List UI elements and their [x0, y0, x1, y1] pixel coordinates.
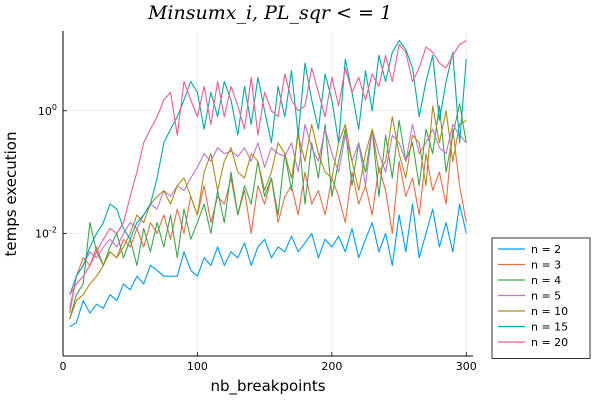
legend-label: n = 4 — [531, 274, 561, 287]
x-axis-label: nb_breakpoints — [210, 377, 325, 396]
series-line-n-4 — [69, 103, 467, 320]
series-line-n-5 — [69, 123, 467, 309]
series-line-n-15 — [69, 39, 467, 295]
x-tick-label: 100 — [187, 360, 208, 373]
axes: 0 100 200 300 10-2 100 — [35, 31, 477, 373]
y-axis-label: temps execution — [2, 132, 20, 257]
legend-label: n = 2 — [531, 243, 561, 256]
legend-label: n = 20 — [531, 336, 568, 349]
x-tick-label: 0 — [60, 360, 67, 373]
y-tick-label: 100 — [38, 103, 57, 118]
legend: n = 2 n = 3 n = 4 n = 5 n = 10 n = 15 n = 20 — [491, 237, 591, 359]
chart-title: Minsumx_i, PL_sqr < = 1 — [147, 2, 392, 24]
series-layer — [69, 39, 467, 328]
y-tick-label: 10-2 — [35, 225, 57, 240]
series-line-n-10 — [69, 105, 467, 320]
x-tick-label: 200 — [321, 360, 342, 373]
legend-label: n = 10 — [531, 305, 568, 318]
x-tick-label: 300 — [456, 360, 477, 373]
legend-box — [491, 237, 591, 359]
legend-label: n = 15 — [531, 321, 568, 334]
series-line-n-2 — [69, 203, 467, 328]
legend-label: n = 5 — [531, 290, 561, 303]
legend-label: n = 3 — [531, 259, 561, 272]
series-line-n-20 — [69, 40, 467, 295]
series-line-n-3 — [69, 128, 467, 314]
